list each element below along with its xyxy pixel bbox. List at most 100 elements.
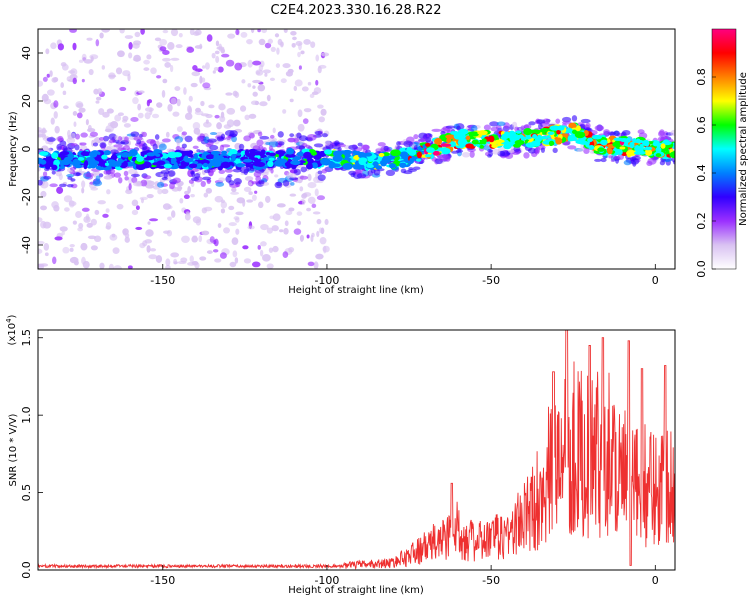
spectrogram-cell [537,134,542,142]
spectrogram-cell [202,82,211,89]
spectrogram-cell [189,255,194,263]
spectrogram-cell [317,170,323,175]
spectrogram-cell [95,39,100,47]
spectrogram-cell [165,258,171,267]
spectrogram-cell [58,173,63,181]
spectrogram-cell [234,217,240,223]
spectrogram-cell [117,177,123,184]
spectrogram-cell [195,68,203,73]
spectrogram-cell [528,121,536,126]
spectrogram-cell [205,154,214,160]
spectrogram-cell [160,170,170,175]
spectrogram-cell [267,38,273,44]
spectrogram-cell [257,84,266,92]
spectrogram-cell [324,149,333,155]
spectrogram-cell [364,152,373,157]
spectrogram-cell [89,131,99,137]
spectrogram-cell [321,133,328,138]
spectrogram-cell [106,108,114,114]
spectrogram-cell [233,119,241,127]
spectrogram-cell [42,171,48,177]
spectrogram-cell [117,136,123,142]
spectrogram-cell [164,61,171,68]
spectrogram-cell [115,67,123,75]
spectrogram-cell [113,265,122,269]
spectrogram-cell [266,94,271,102]
spectrogram-cell [294,79,303,87]
spectrogram-cell [146,194,154,199]
y-tick-label: 40 [20,46,33,60]
spectrogram-cell [70,133,76,139]
spectrogram-cell [63,195,73,203]
spectrogram-cell [416,151,422,159]
spectrogram-cell [282,251,289,259]
spectrogram-cell [141,131,147,138]
spectrogram-cell [567,135,573,142]
spectrogram-cell [380,160,387,165]
spectrogram-cell [193,31,200,36]
spectrogram-cell [133,181,142,187]
spectrogram-cell [252,151,263,156]
spectrogram-cell [251,194,257,201]
spectrogram-cell [194,262,200,269]
spectrogram-cell [46,73,50,78]
spectrogram-cell [254,190,258,194]
spectrogram-cell [220,111,225,119]
spectrogram-cell [577,138,586,145]
spectrogram-cell [243,135,251,142]
spectrogram-cell [297,123,305,132]
spectrogram-cell [306,133,317,141]
spectrogram-cell [269,77,275,82]
spectrogram-cell [388,163,397,169]
spectrogram-cell [54,125,60,134]
spectrogram-cell [149,218,159,222]
spectrogram-cell [260,241,267,247]
spectrogram-cell [660,143,666,149]
spectrogram-cell [205,114,213,119]
spectrogram-cell [300,50,305,55]
spectrogram-cell [103,150,111,156]
spectrogram-cell [247,59,253,68]
spectrogram-cell [231,155,236,161]
spectrogram-cell [162,50,170,56]
spectrogram-cell [206,34,213,42]
spectrogram-cell [64,207,70,212]
spectrogram-cell [142,240,148,247]
spectrogram-cell [424,154,432,158]
spectrogram-cell [95,175,101,182]
spectrogram-cell [38,179,43,186]
spectrogram-cell [214,258,222,263]
spectrogram-cell [221,53,230,58]
spectrogram-cell [200,180,206,187]
spectrogram-cell [293,137,299,143]
spectrogram-cell [98,108,105,115]
spectrogram-cell [600,158,607,163]
spectrogram-cell [287,68,294,74]
spectrogram-cell [40,220,47,229]
spectrogram-cell [98,136,105,141]
colorbar-tick-label: 0.0 [695,260,708,278]
spectrogram-cell [241,79,246,84]
spectrogram-cell [462,151,471,158]
spectrogram-cell [99,32,104,39]
spectrogram-cell [220,161,231,169]
spectrogram-cell [73,121,77,127]
spectrogram-cell [169,182,175,190]
spectrogram-cell [320,108,327,116]
spectrogram-cell [146,139,156,144]
spectrogram-cell [56,186,64,194]
spectrogram-cell [184,112,193,121]
spectrogram-cell [89,54,99,60]
spectrogram-cell [97,88,103,95]
spectrogram-cell [94,209,100,215]
spectrogram-cell [157,188,163,195]
spectrogram-cell [491,144,498,149]
x-tick-label: -150 [150,574,175,587]
spectrogram-cell [356,173,367,179]
spectrogram-cell [354,169,362,175]
spectrogram-cell [191,170,196,178]
spectrogram-cell [292,36,297,41]
spectrogram-cell [72,110,78,116]
spectrogram-cell [458,130,466,135]
spectrogram-cell [135,205,140,211]
